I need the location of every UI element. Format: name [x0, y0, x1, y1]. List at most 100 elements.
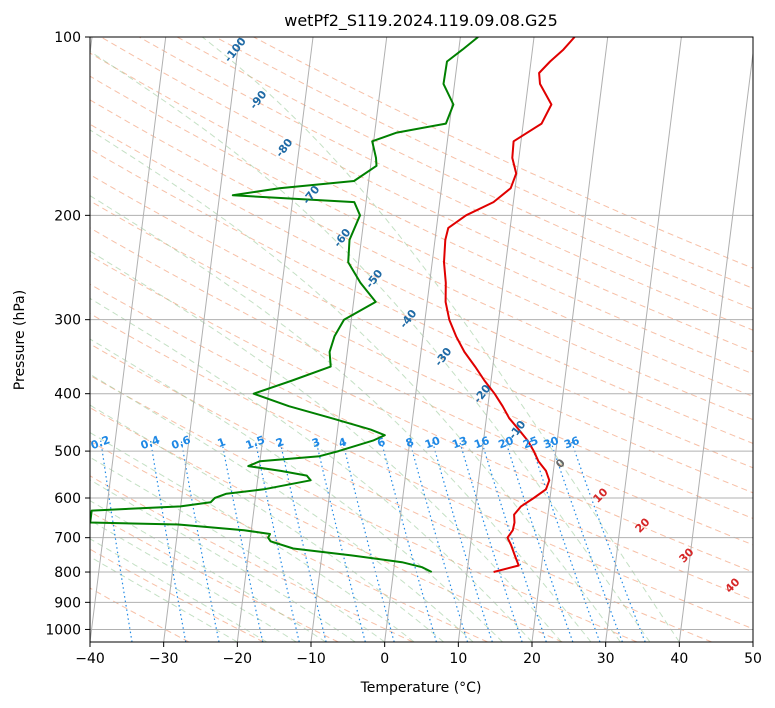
series-layer [90, 37, 576, 573]
dry-adiabats [90, 37, 753, 642]
mixing-ratio-label: 2 [274, 435, 286, 450]
y-tick-label: 600 [54, 491, 81, 507]
dry-adiabat-line [90, 440, 488, 642]
dry-adiabat-line [90, 548, 264, 642]
mixing-ratio-label: 4 [337, 435, 349, 450]
y-axis: 100 200 300 400 500 600 700 800 900 1000 [45, 30, 90, 638]
moist-adiabat-line [90, 556, 238, 642]
x-tick-label: 0 [380, 651, 389, 667]
mixing-ratio-line [504, 440, 574, 642]
isotherm-line [384, 37, 461, 642]
isotherm-line [90, 37, 167, 642]
dry-adiabat-line [176, 37, 753, 310]
moist-adiabat-line [90, 519, 297, 642]
moist-adiabat-line [90, 338, 503, 642]
dry-adiabat-line [90, 148, 753, 469]
x-tick-label: −30 [149, 651, 179, 667]
dry-adiabat-line [90, 123, 753, 444]
y-tick-label: 800 [54, 565, 81, 581]
moist-adiabat-line [201, 37, 680, 642]
mixing-ratio-label: 20 [497, 434, 516, 452]
mixing-ratio-label: 8 [404, 435, 416, 450]
dry-adiabat-line [90, 407, 563, 642]
plot-frame [89, 36, 754, 643]
isobars [90, 37, 753, 630]
y-tick-label: 500 [54, 444, 81, 460]
mixing-ratio-label: 1 [216, 435, 228, 450]
mixing-ratio-label: 0.2 [89, 433, 112, 452]
x-tick-label: 10 [449, 651, 467, 667]
x-tick-label: 20 [523, 651, 541, 667]
moist-adiabat-line [90, 50, 651, 642]
dry-adiabat-line [90, 283, 753, 601]
dry-adiabat-line [100, 37, 753, 353]
moist-adiabat-line [90, 538, 268, 642]
mixing-ratio-label: 13 [450, 434, 469, 451]
mixing-ratio-line [221, 440, 264, 642]
mixing-ratio-line [458, 440, 523, 642]
mixing-ratio-label: 16 [472, 434, 491, 452]
temperature-profile [443, 37, 576, 573]
y-tick-label: 300 [54, 313, 81, 329]
moist-adiabats [90, 37, 680, 642]
dry-adiabat-line [215, 37, 753, 289]
mixing-ratio-label: 3 [310, 435, 322, 450]
isotherm-line [310, 37, 388, 642]
isotherm-line [678, 49, 753, 642]
dry-adiabat-line [90, 227, 753, 546]
x-axis: −40 −30 −20 −10 0 10 20 30 40 50 [75, 642, 762, 667]
x-tick-label: −40 [75, 651, 105, 667]
moist-adiabat-line [90, 195, 592, 642]
mixing-ratio-label: 30 [542, 434, 561, 452]
mixing-ratio-line [180, 440, 220, 642]
mixing-ratio-label: 1.5 [244, 433, 267, 452]
moist-adiabat-line [90, 456, 385, 642]
x-tick-label: −20 [223, 651, 253, 667]
x-tick-label: 50 [744, 651, 762, 667]
moist-adiabat-line [90, 250, 562, 642]
x-tick-label: 40 [670, 651, 688, 667]
y-tick-label: 100 [54, 30, 81, 46]
isotherm-line [605, 37, 682, 642]
y-axis-label: Pressure (hPa) [12, 290, 28, 390]
mixing-ratio-label: 10 [423, 434, 442, 452]
y-tick-label: 1000 [45, 622, 81, 638]
dry-adiabat-line [90, 374, 638, 642]
y-tick-label: 700 [54, 531, 81, 547]
y-tick-label: 900 [54, 595, 81, 611]
y-tick-label: 400 [54, 387, 81, 403]
dry-adiabat-line [90, 255, 753, 573]
mixing-ratio-label: 25 [521, 434, 540, 451]
moist-adiabat-line [90, 432, 415, 642]
mixing-ratio-lines [100, 440, 646, 642]
dewpoint-profile [90, 37, 479, 573]
dry-adiabat-line [90, 52, 753, 375]
dry-adiabat-line [90, 313, 753, 630]
moist-adiabat-line [90, 297, 533, 642]
mixing-ratio-label: 0.6 [170, 433, 193, 452]
plot-area: -100-90-80-70-60-50-40-30-20-100.10.20.4… [89, 37, 753, 642]
isotherms [90, 37, 753, 642]
x-axis-label: Temperature (°C) [360, 680, 482, 696]
isotherm-line [457, 37, 535, 642]
isotherm-line [163, 37, 240, 642]
mixing-ratio-line [529, 440, 601, 642]
x-tick-label: −10 [296, 651, 326, 667]
mixing-ratio-label: 36 [562, 434, 581, 452]
isotherm-line [531, 37, 609, 642]
mixing-ratio-line [549, 440, 623, 642]
mixing-ratio-line [480, 440, 547, 642]
mixing-ratio-label: 0.4 [139, 433, 162, 452]
moist-adiabat-line [90, 129, 621, 642]
isotherm-line [236, 37, 314, 642]
dry-adiabat-line [90, 511, 339, 642]
x-tick-label: 30 [597, 651, 615, 667]
y-tick-label: 200 [54, 208, 81, 224]
chart-title: wetPf2_S119.2024.119.09.08.G25 [284, 11, 558, 31]
dry-adiabat-line [90, 200, 753, 520]
mixing-ratio-label: 6 [375, 435, 387, 450]
mixing-ratio-line [254, 440, 300, 642]
dry-adiabat-line [90, 343, 712, 642]
